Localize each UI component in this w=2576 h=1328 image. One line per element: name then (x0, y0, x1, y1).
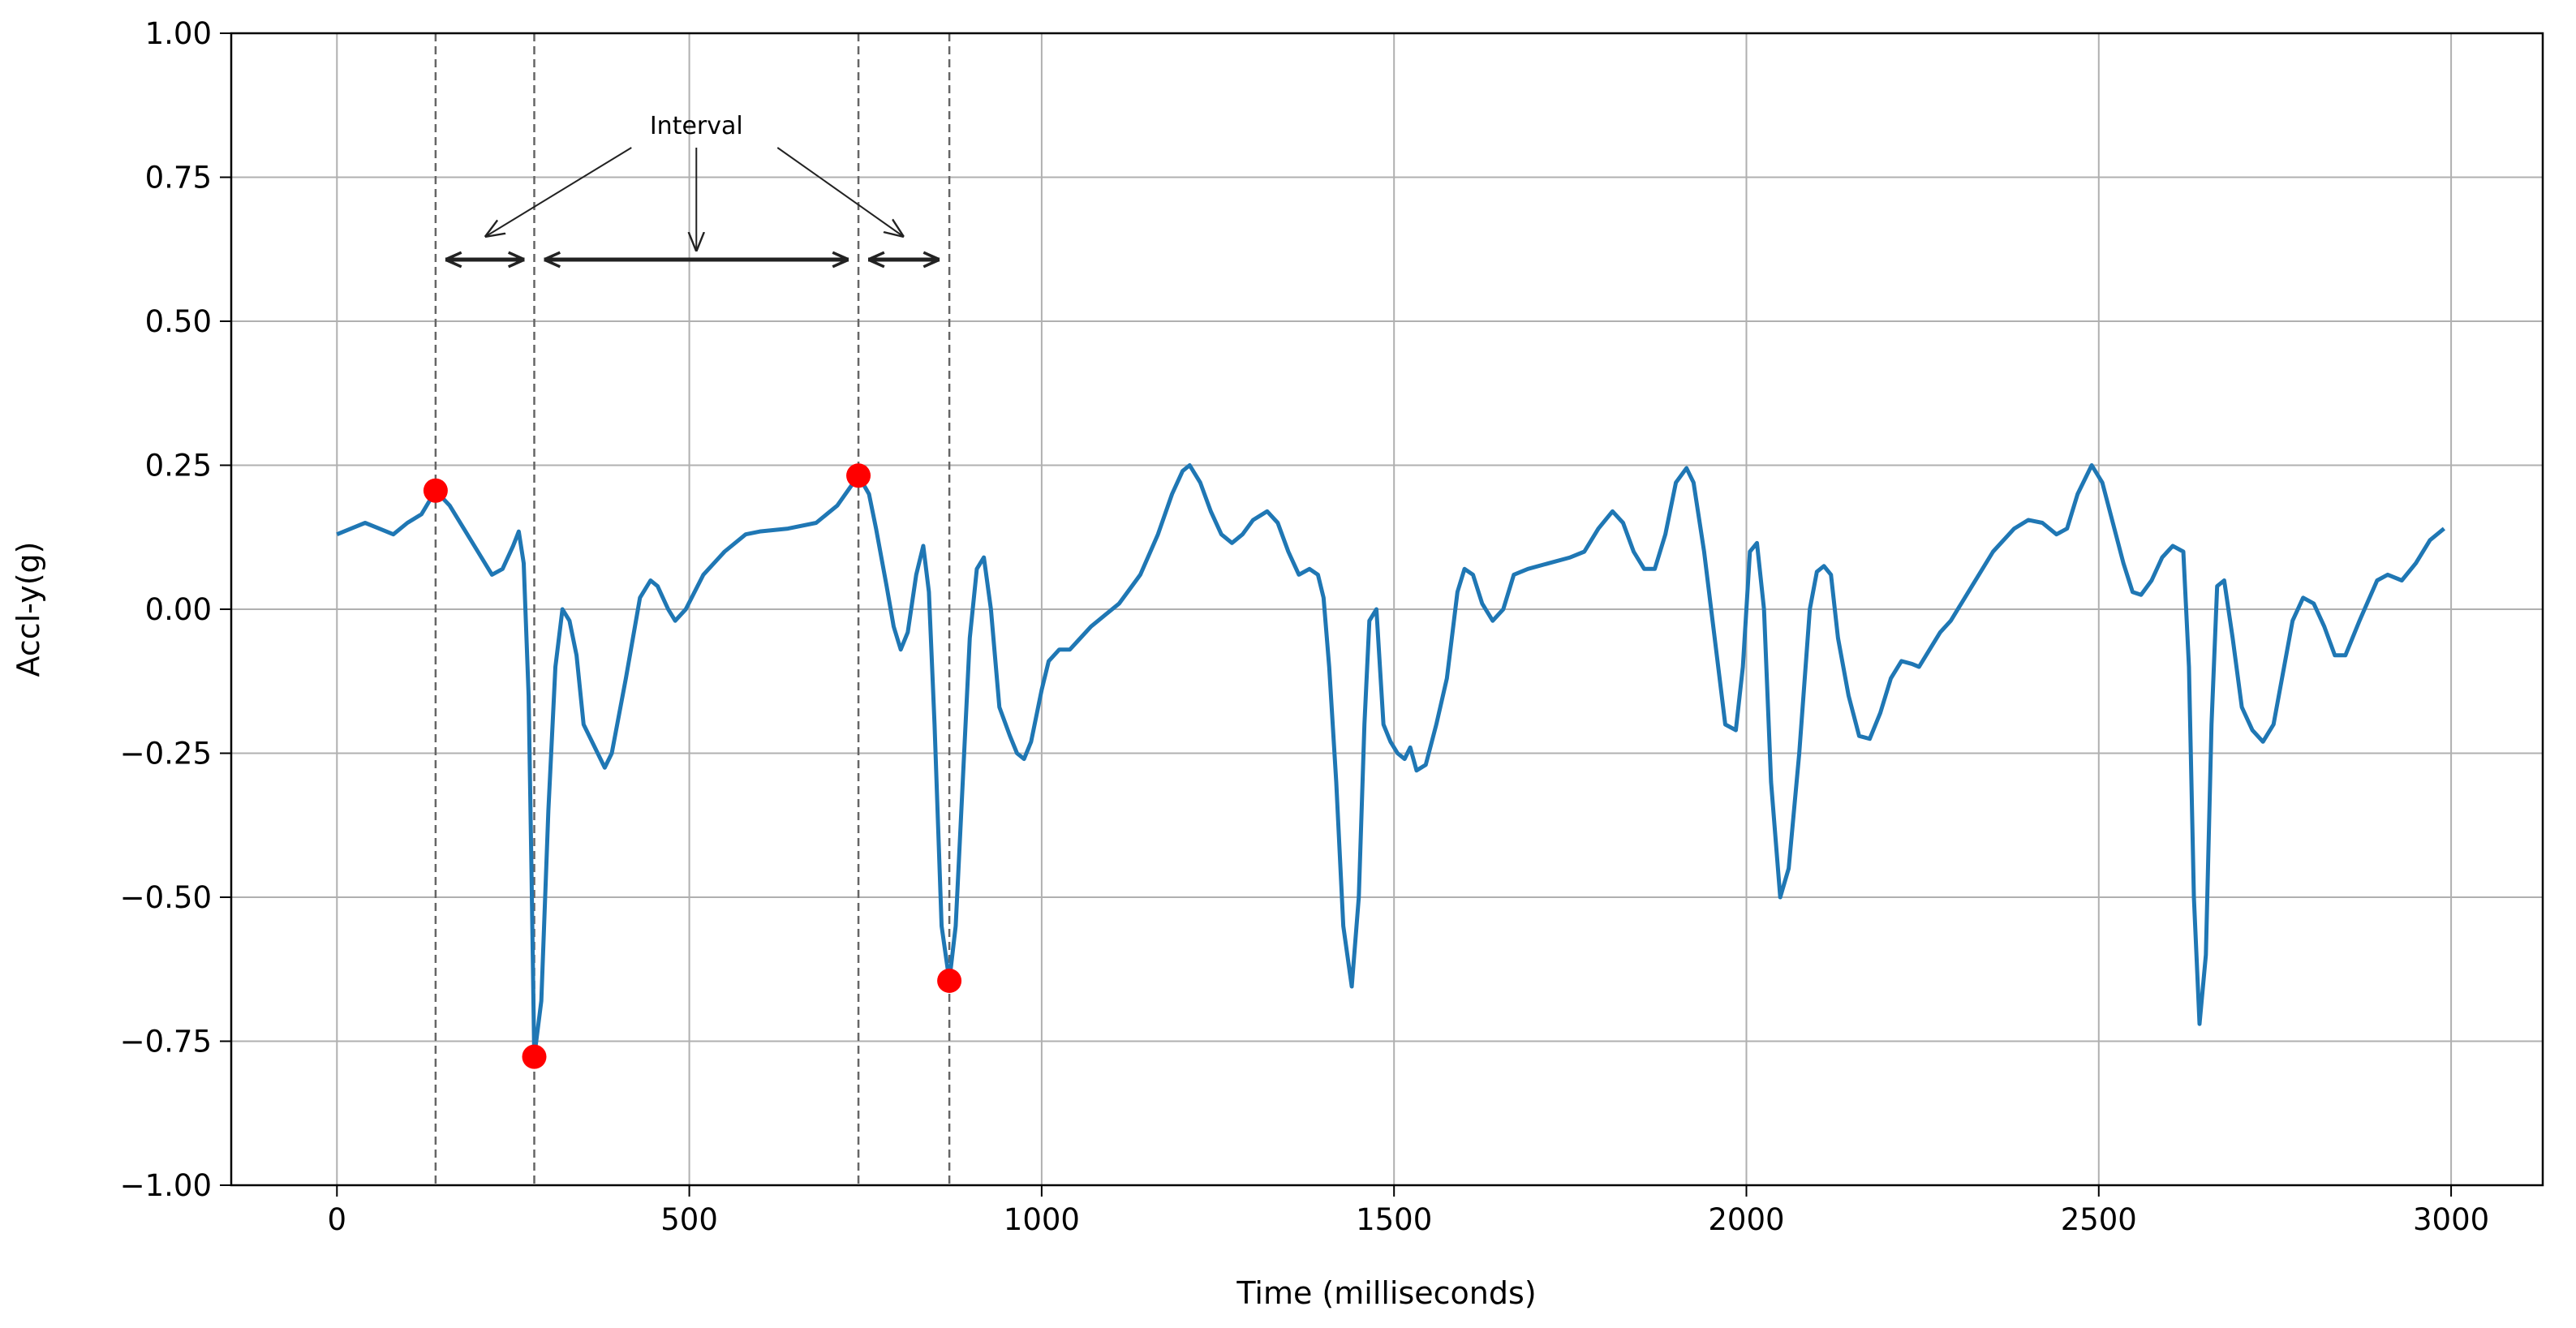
highlight-point (423, 478, 448, 503)
y-tick-label: −1.00 (120, 1168, 212, 1203)
x-tick-label: 3000 (2413, 1202, 2489, 1237)
x-tick-label: 2500 (2061, 1202, 2137, 1237)
y-tick-label: 1.00 (145, 16, 212, 51)
x-tick-label: 500 (660, 1202, 718, 1237)
x-axis-label: Time (milliseconds) (1236, 1275, 1536, 1311)
plot-frame (230, 32, 2544, 1187)
y-tick-label: −0.25 (120, 737, 212, 771)
annotation-text: Interval (650, 112, 743, 140)
annotation-arrow (776, 147, 904, 237)
highlight-point (937, 968, 962, 993)
data-line (336, 463, 2445, 1059)
x-tick-label: 2000 (1708, 1202, 1784, 1237)
highlight-point (522, 1044, 547, 1069)
y-tick-label: −0.75 (120, 1025, 212, 1059)
y-axis-label: Accl-y(g) (11, 542, 46, 677)
y-tick-label: 0.75 (145, 161, 212, 196)
x-tick-label: 1000 (1004, 1202, 1080, 1237)
x-tick-label: 1500 (1356, 1202, 1432, 1237)
x-tick-label: 0 (328, 1202, 347, 1237)
y-tick-label: −0.50 (120, 880, 212, 915)
highlight-point (846, 463, 871, 488)
y-tick-label: 0.25 (145, 449, 212, 483)
y-tick-label: 0.50 (145, 304, 212, 339)
annotation-arrow (485, 147, 632, 237)
y-tick-label: 0.00 (145, 592, 212, 627)
